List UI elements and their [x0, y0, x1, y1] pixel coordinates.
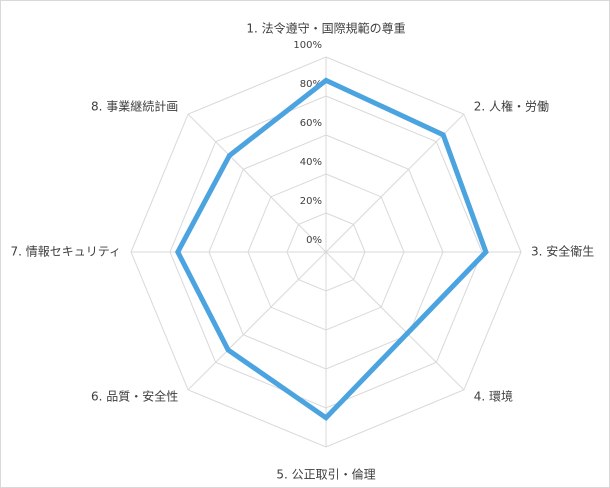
- series-line: [174, 77, 489, 422]
- y-tick-label: 40%: [300, 157, 322, 168]
- category-label: 3. 安全衛生: [531, 244, 594, 259]
- y-tick-label: 60%: [300, 118, 322, 129]
- spoke: [187, 251, 327, 391]
- spoke: [325, 113, 465, 253]
- category-label: 7. 情報セキュリティ: [10, 245, 121, 259]
- y-tick-label: 0%: [306, 235, 322, 246]
- y-tick-label: 20%: [300, 196, 322, 207]
- spoke: [187, 113, 327, 253]
- category-label: 5. 公正取引・倫理: [276, 468, 375, 482]
- category-label: 6. 品質・安全性: [91, 388, 178, 403]
- y-tick-label: 80%: [300, 79, 322, 90]
- category-label: 8. 事業継続計画: [91, 99, 178, 114]
- category-label: 4. 環境: [474, 388, 513, 403]
- spoke: [325, 251, 465, 391]
- y-tick-label: 100%: [293, 40, 322, 51]
- category-label: 2. 人権・労働: [474, 99, 549, 114]
- category-label: 1. 法令遵守・国際規範の尊重: [246, 21, 405, 36]
